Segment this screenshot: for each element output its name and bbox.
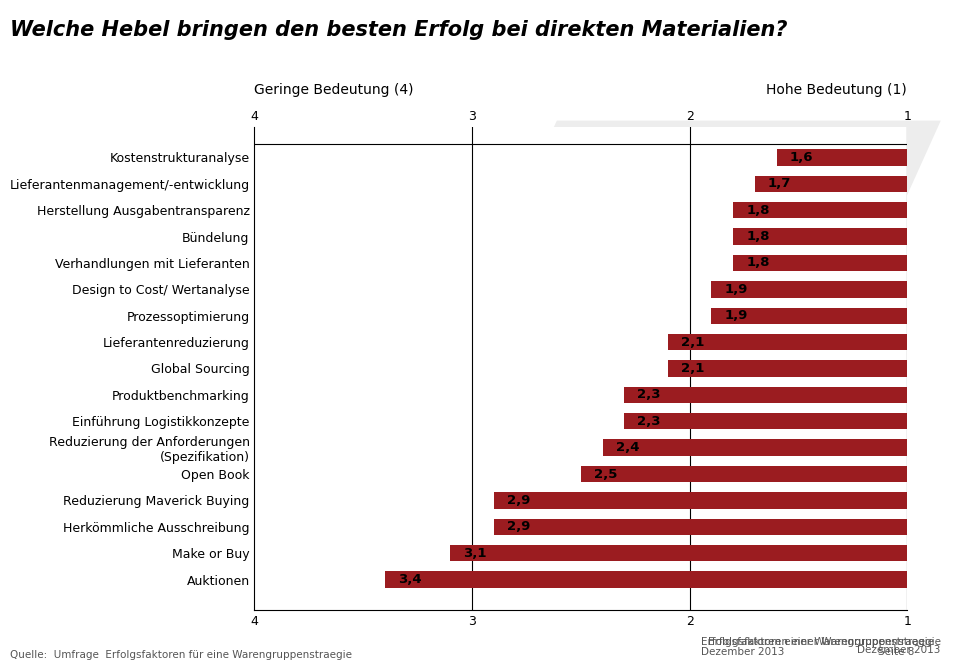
Bar — [711, 281, 960, 297]
Bar — [385, 572, 960, 588]
Text: 2,1: 2,1 — [681, 336, 705, 348]
Bar — [581, 466, 960, 482]
Text: 2,3: 2,3 — [637, 389, 660, 401]
Text: 2,5: 2,5 — [594, 468, 617, 480]
Bar — [668, 360, 960, 377]
Text: Geringe Bedeutung (4): Geringe Bedeutung (4) — [254, 82, 414, 96]
Bar — [624, 413, 960, 429]
Bar — [711, 308, 960, 324]
Bar — [450, 545, 960, 561]
Text: 1,7: 1,7 — [768, 178, 791, 190]
Text: 1,8: 1,8 — [746, 204, 770, 216]
Text: 2: 2 — [685, 110, 693, 123]
Bar — [733, 228, 960, 245]
Text: 1,8: 1,8 — [746, 257, 770, 269]
Text: 2,1: 2,1 — [681, 362, 705, 375]
Bar — [733, 255, 960, 271]
Bar — [624, 387, 960, 403]
Text: 1,9: 1,9 — [725, 310, 748, 322]
Bar — [493, 492, 960, 509]
Bar — [755, 176, 960, 192]
Text: 3,4: 3,4 — [398, 573, 421, 586]
Text: Erfolgsfaktoren einer Warengruppenstraegie: Erfolgsfaktoren einer Warengruppenstraeg… — [708, 636, 941, 647]
Text: Hohe Bedeutung (1): Hohe Bedeutung (1) — [766, 82, 907, 96]
Text: 4: 4 — [251, 110, 258, 123]
Text: 3: 3 — [468, 110, 476, 123]
Text: Dezember 2013: Dezember 2013 — [857, 645, 941, 655]
Text: 1,8: 1,8 — [746, 230, 770, 243]
Text: Seite 8: Seite 8 — [878, 647, 915, 657]
Text: 2,4: 2,4 — [615, 441, 639, 454]
Text: 2,9: 2,9 — [507, 494, 530, 507]
Text: 1,9: 1,9 — [725, 283, 748, 296]
Text: Erfolgsfaktoren einer Warengruppenstraegie: Erfolgsfaktoren einer Warengruppenstraeg… — [701, 636, 934, 647]
Bar — [733, 202, 960, 218]
Bar — [777, 149, 960, 165]
Text: 1: 1 — [903, 110, 911, 123]
Bar — [493, 519, 960, 535]
Text: 2,9: 2,9 — [507, 521, 530, 533]
Bar — [668, 334, 960, 350]
Text: 1,6: 1,6 — [790, 151, 813, 164]
Text: Welche Hebel bringen den besten Erfolg bei direkten Materialien?: Welche Hebel bringen den besten Erfolg b… — [10, 20, 787, 40]
Text: 2,3: 2,3 — [637, 415, 660, 427]
Bar — [603, 440, 960, 456]
Text: 3,1: 3,1 — [464, 547, 487, 559]
Text: Quelle:  Umfrage  Erfolgsfaktoren für eine Warengruppenstraegie: Quelle: Umfrage Erfolgsfaktoren für eine… — [10, 650, 351, 660]
Text: Dezember 2013: Dezember 2013 — [701, 647, 784, 657]
